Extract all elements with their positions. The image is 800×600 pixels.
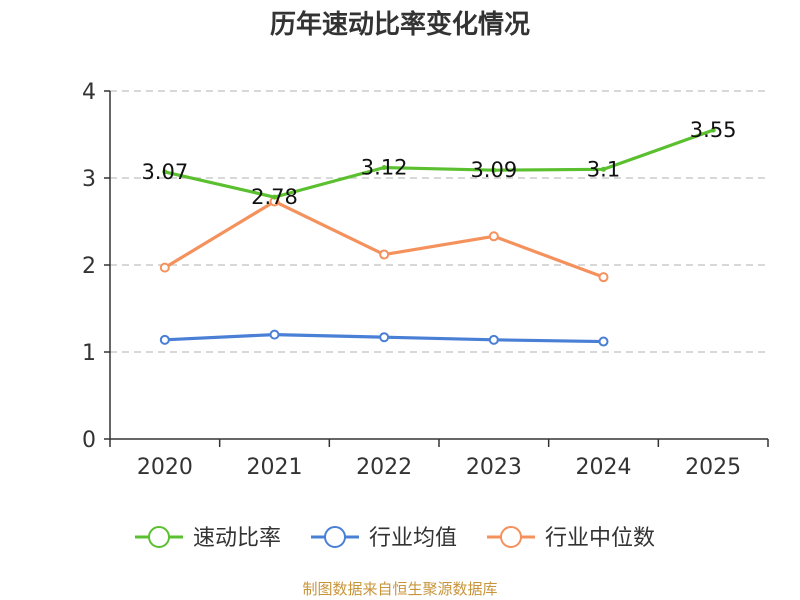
series-point-1-0 [159, 334, 170, 345]
legend-item-1: 行业均值 [311, 526, 457, 551]
y-tick-label-1: 1 [82, 341, 96, 366]
chart-title: 历年速动比率变化情况 [270, 9, 530, 40]
series-1 [159, 329, 609, 347]
series-point-2-0 [159, 262, 170, 273]
legend-item-2: 行业中位数 [487, 526, 655, 551]
series-point-0-1 [272, 194, 277, 200]
legend-label-0: 速动比率 [193, 526, 281, 551]
y-tick-label-3: 3 [82, 167, 96, 192]
series-area [159, 127, 716, 347]
axes: 0 1 2 3 4 2020 2021 2022 2023 2024 2025 [82, 80, 769, 480]
legend-swatch-marker-1 [324, 526, 346, 548]
legend-label-1: 行业均值 [369, 526, 457, 551]
series-point-1-2 [379, 332, 390, 343]
x-tick-label-2021: 2021 [247, 455, 303, 480]
series-point-1-4 [598, 336, 609, 347]
series-line-0 [164, 128, 714, 199]
series-point-2-3 [488, 231, 499, 242]
data-labels: 3.07 2.78 3.12 3.09 3.1 3.55 [141, 118, 736, 209]
y-tick-label-2: 2 [82, 254, 96, 279]
x-tick-label-2022: 2022 [356, 455, 412, 480]
legend: 速动比率 行业均值 行业中位数 [135, 526, 655, 551]
series-2 [159, 196, 609, 283]
x-tick-label-2024: 2024 [576, 455, 632, 480]
series-0 [162, 127, 716, 200]
series-point-0-5 [710, 127, 716, 133]
data-label-2: 3.12 [361, 156, 408, 180]
legend-swatch-marker-0 [148, 526, 170, 548]
x-tick-label-2023: 2023 [466, 455, 522, 480]
data-label-3: 3.09 [470, 158, 517, 182]
data-label-5: 3.55 [690, 118, 737, 142]
legend-item-0: 速动比率 [135, 526, 281, 551]
data-label-0: 3.07 [141, 160, 188, 184]
series-line-2 [164, 199, 605, 279]
series-point-0-0 [162, 169, 168, 175]
legend-label-2: 行业中位数 [545, 526, 655, 551]
x-tick-label-2025: 2025 [685, 455, 741, 480]
y-tick-label-0: 0 [82, 428, 96, 453]
series-point-0-2 [381, 165, 387, 171]
series-point-1-3 [488, 334, 499, 345]
data-label-4: 3.1 [587, 157, 620, 181]
series-point-2-4 [598, 272, 609, 283]
x-tick-label-2020: 2020 [137, 455, 193, 480]
grid [110, 90, 768, 353]
legend-swatch-marker-2 [500, 526, 522, 548]
series-point-0-4 [601, 166, 606, 172]
y-tick-label-4: 4 [82, 80, 96, 105]
series-point-0-3 [491, 167, 497, 173]
series-point-2-2 [379, 249, 390, 260]
series-point-1-1 [269, 329, 280, 340]
source-note: 制图数据来自恒生聚源数据库 [302, 580, 497, 598]
data-label-1: 2.78 [251, 185, 298, 209]
